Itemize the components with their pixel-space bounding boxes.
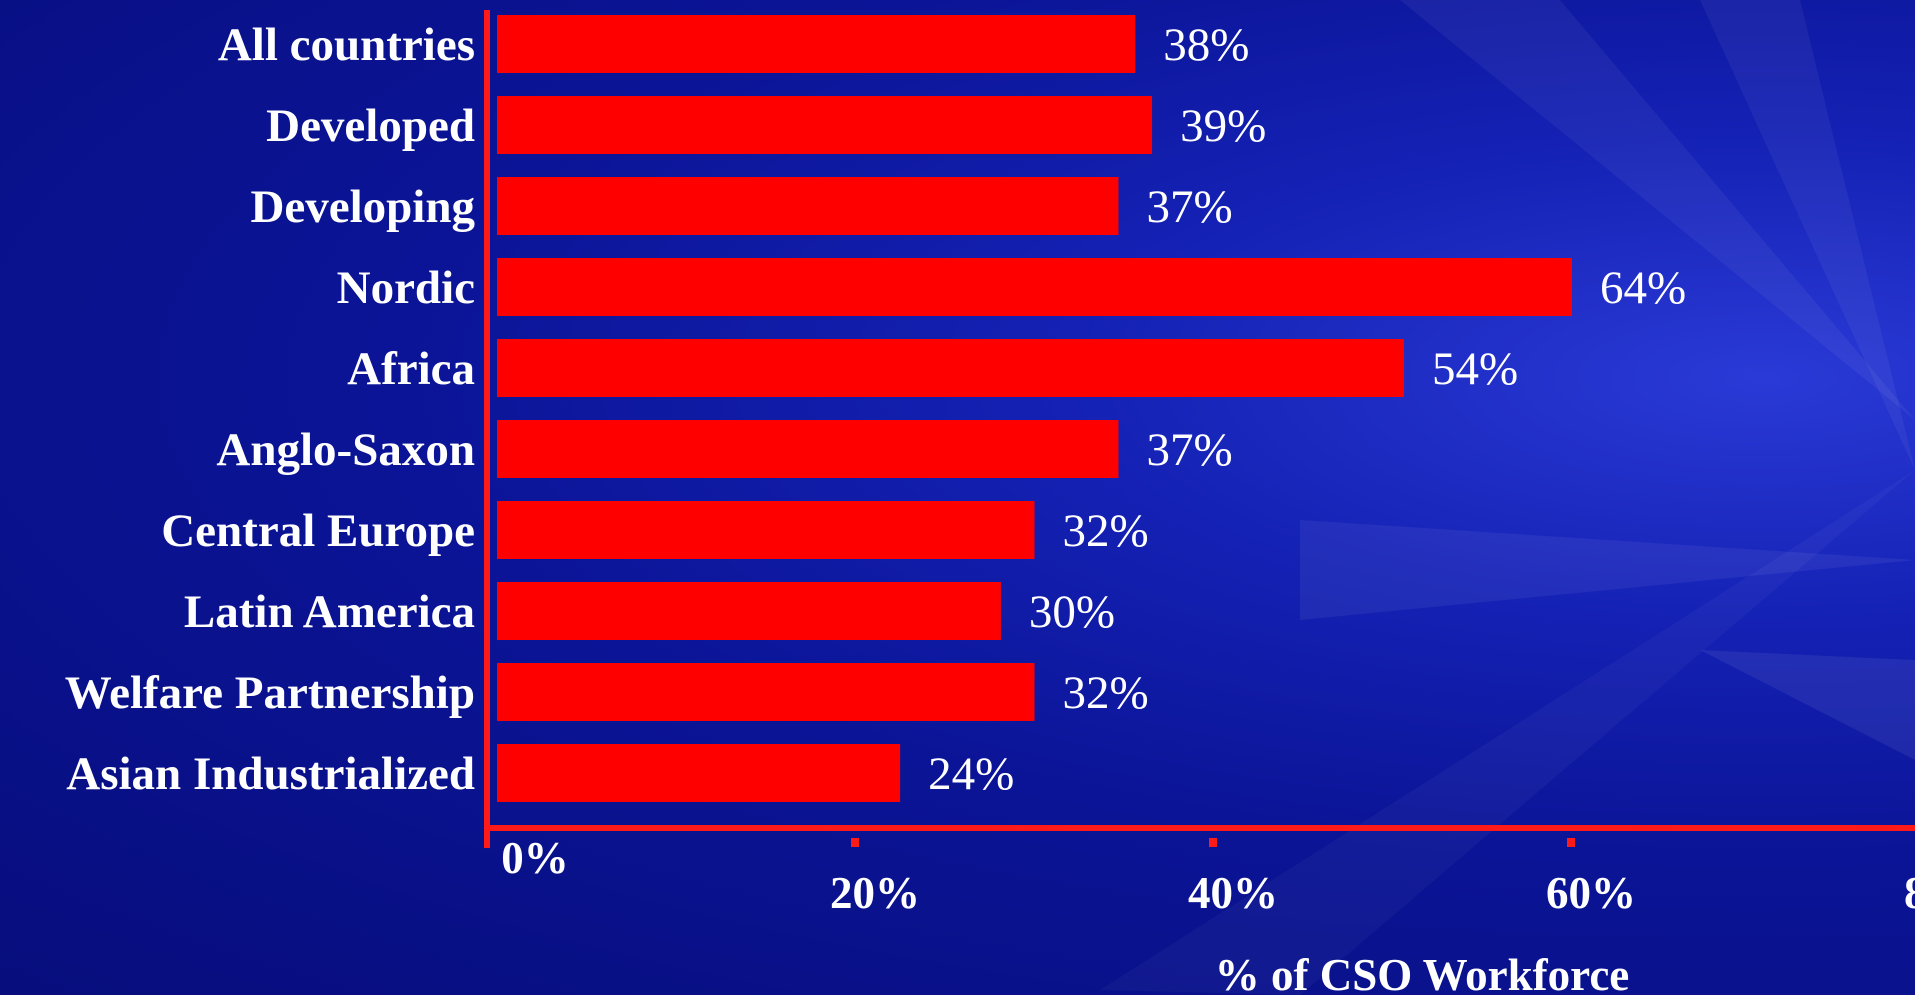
x-tick-label: 40% bbox=[1188, 868, 1278, 918]
bar-developing bbox=[497, 177, 1119, 235]
value-label: 54% bbox=[1432, 343, 1518, 395]
value-label: 32% bbox=[1063, 505, 1149, 557]
value-label: 37% bbox=[1146, 181, 1232, 233]
x-tick-mark bbox=[851, 838, 859, 847]
category-label: All countries bbox=[218, 19, 475, 71]
bar-africa bbox=[497, 339, 1405, 397]
x-axis-title: % of CSO Workforce bbox=[1215, 950, 1630, 995]
bar-developed bbox=[497, 96, 1153, 154]
x-tick-label: 0% bbox=[501, 833, 569, 883]
x-tick-label: 60% bbox=[1546, 868, 1636, 918]
x-tick-mark bbox=[1209, 838, 1217, 847]
value-label: 24% bbox=[928, 748, 1014, 800]
value-labels: 38% 39% 37% 64% 54% 37% 32% 30% 32% 24% bbox=[928, 19, 1686, 800]
x-axis-tick-labels: 0% 20% 40% 60% 80% bbox=[501, 833, 1915, 918]
bar-latin-america bbox=[497, 582, 1001, 640]
bar-anglo-saxon bbox=[497, 420, 1119, 478]
bar-central-europe bbox=[497, 501, 1035, 559]
category-label: Africa bbox=[347, 343, 475, 395]
value-label: 37% bbox=[1146, 424, 1232, 476]
value-label: 32% bbox=[1063, 667, 1149, 719]
value-label: 64% bbox=[1600, 262, 1686, 314]
category-labels: All countries Developed Developing Nordic Af… bbox=[65, 19, 476, 800]
bar-welfare-partnership bbox=[497, 663, 1035, 721]
bar-asian-industrialized bbox=[497, 744, 901, 802]
bar-nordic bbox=[497, 258, 1572, 316]
bar-all-countries bbox=[497, 15, 1136, 73]
value-label: 38% bbox=[1163, 19, 1249, 71]
category-label: Developed bbox=[266, 100, 475, 152]
x-tick-mark bbox=[1567, 838, 1575, 847]
bars-group bbox=[497, 15, 1572, 802]
value-label: 39% bbox=[1180, 100, 1266, 152]
category-label: Asian Industrialized bbox=[66, 748, 475, 800]
x-tick-label: 20% bbox=[830, 868, 920, 918]
value-label: 30% bbox=[1029, 586, 1115, 638]
category-label: Anglo-Saxon bbox=[216, 424, 475, 476]
category-label: Central Europe bbox=[161, 505, 475, 557]
category-label: Latin America bbox=[184, 586, 475, 638]
category-label: Welfare Partnership bbox=[65, 667, 475, 719]
x-tick-label: 80% bbox=[1904, 868, 1915, 918]
category-label: Nordic bbox=[337, 262, 475, 314]
category-label: Developing bbox=[250, 181, 475, 233]
x-axis-ticks bbox=[851, 838, 1575, 847]
